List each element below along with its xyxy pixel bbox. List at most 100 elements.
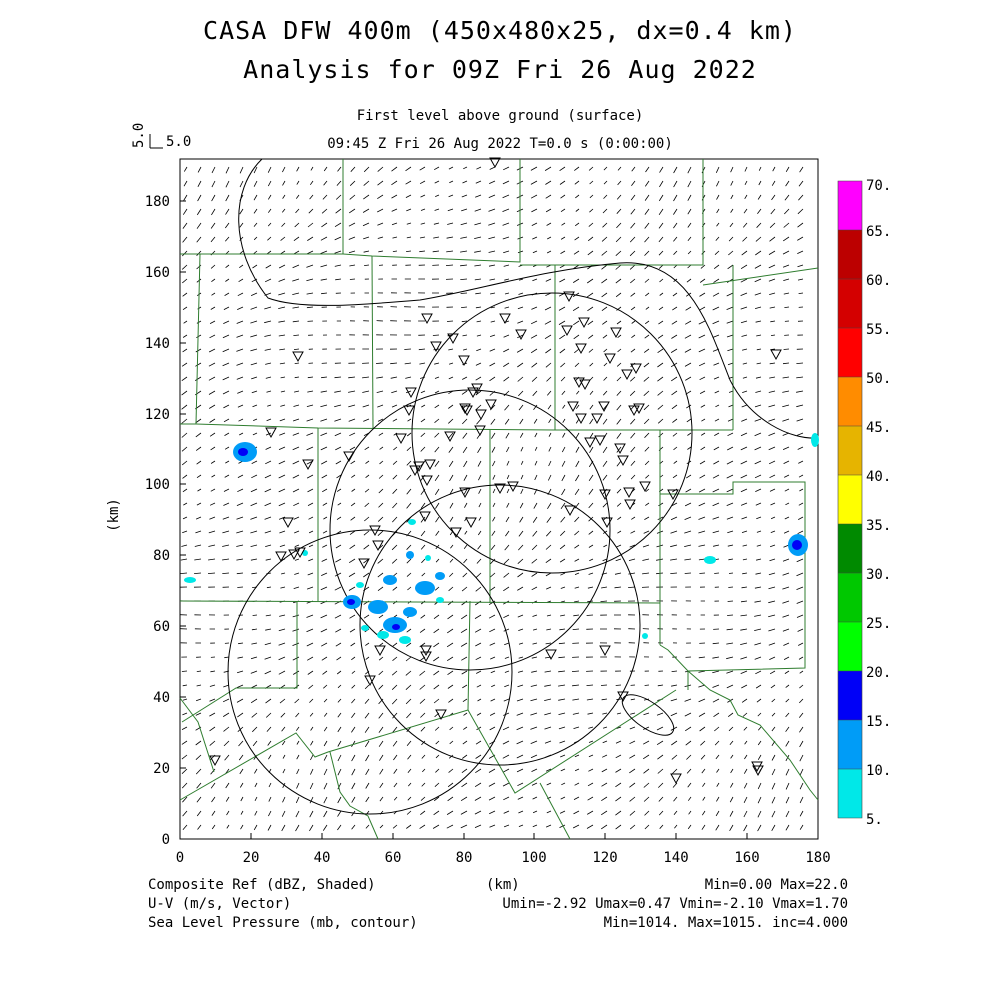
station-marker xyxy=(579,379,591,391)
colorbar-label: 35. xyxy=(866,518,891,534)
station-marker xyxy=(770,349,782,361)
y-tick-label: 180 xyxy=(145,194,170,210)
plot-frame xyxy=(179,158,819,840)
station-marker xyxy=(459,403,471,415)
station-marker xyxy=(599,489,611,501)
y-tick-label: 160 xyxy=(145,265,170,281)
station-marker xyxy=(599,645,611,657)
footer-field-reflectivity: Composite Ref (dBZ, Shaded) xyxy=(148,877,376,893)
colorbar-label: 15. xyxy=(866,714,891,730)
x-tick-label: 40 xyxy=(314,850,331,866)
station-marker xyxy=(450,527,462,539)
station-marker xyxy=(395,433,407,445)
colorbar-labels: 5. 10. 15. 20. 25. 30. 35. 40. 45. 50. 5… xyxy=(866,178,891,828)
footer-wind-range: Umin=-2.92 Umax=0.47 Vmin=-2.10 Vmax=1.7… xyxy=(502,896,848,912)
station-marker xyxy=(575,413,587,425)
colorbar-label: 30. xyxy=(866,567,891,583)
station-marker xyxy=(374,645,386,657)
y-tick-label: 40 xyxy=(153,690,170,706)
station-marker xyxy=(369,525,381,537)
station-marker xyxy=(288,549,300,561)
colorbar-swatch xyxy=(838,720,862,769)
colorbar-swatch xyxy=(838,671,862,720)
x-tick-label: 140 xyxy=(663,850,688,866)
y-tick-label: 100 xyxy=(145,477,170,493)
footer-field-wind: U-V (m/s, Vector) xyxy=(148,896,292,912)
station-marker xyxy=(584,437,596,449)
colorbar-swatch xyxy=(838,377,862,426)
station-marker xyxy=(465,517,477,529)
station-marker xyxy=(475,409,487,421)
x-tick-label: 60 xyxy=(385,850,402,866)
colorbar-label: 65. xyxy=(866,224,891,240)
station-marker xyxy=(494,483,506,495)
station-marker xyxy=(578,317,590,329)
colorbar-swatch xyxy=(838,279,862,328)
station-marker xyxy=(604,353,616,365)
station-marker xyxy=(563,291,575,303)
y-tick-labels: 0 20 40 60 80 100 120 140 160 180 xyxy=(145,194,170,848)
x-tick-label: 120 xyxy=(592,850,617,866)
station-marker xyxy=(458,355,470,367)
colorbar-label: 10. xyxy=(866,763,891,779)
station-marker xyxy=(617,691,629,703)
station-marker xyxy=(485,399,497,411)
station-marker xyxy=(364,675,376,687)
colorbar xyxy=(837,180,863,819)
station-marker xyxy=(591,413,603,425)
colorbar-swatch xyxy=(838,328,862,377)
colorbar-label: 5. xyxy=(866,812,883,828)
station-marker xyxy=(444,431,456,443)
y-tick-label: 140 xyxy=(145,336,170,352)
station-marker xyxy=(610,327,622,339)
subtitle-time: 09:45 Z Fri 26 Aug 2022 T=0.0 s (0:00:00… xyxy=(327,136,673,152)
x-axis-label: (km) xyxy=(486,877,520,893)
y-tick-label: 20 xyxy=(153,761,170,777)
colorbar-swatch xyxy=(838,475,862,524)
colorbar-outline xyxy=(837,180,863,819)
station-marker xyxy=(601,517,613,529)
station-marker xyxy=(461,405,473,417)
colorbar-label: 20. xyxy=(866,665,891,681)
station-marker xyxy=(575,343,587,355)
station-marker xyxy=(421,313,433,325)
station-marker xyxy=(403,405,415,417)
x-tick-labels: 0 20 40 60 80 100 120 140 160 180 xyxy=(176,850,831,866)
station-marker xyxy=(489,157,501,169)
station-marker xyxy=(435,709,447,721)
vector-scale-rotated: 5.0 xyxy=(131,123,147,148)
x-tick-label: 20 xyxy=(243,850,260,866)
footer-reflectivity-range: Min=0.00 Max=22.0 xyxy=(704,877,848,893)
colorbar-swatch xyxy=(838,622,862,671)
station-marker xyxy=(424,459,436,471)
colorbar-swatch xyxy=(838,181,862,230)
colorbar-label: 70. xyxy=(866,178,891,194)
range-rings xyxy=(227,292,693,815)
station-marker xyxy=(667,489,679,501)
colorbar-swatch xyxy=(838,573,862,622)
station-marker xyxy=(628,405,640,417)
station-marker xyxy=(614,443,626,455)
station-marker xyxy=(275,551,287,563)
colorbar-swatch xyxy=(838,769,862,818)
footer-pressure-range: Min=1014. Max=1015. inc=4.000 xyxy=(603,915,848,931)
title-line-1: CASA DFW 400m (450x480x25, dx=0.4 km) xyxy=(203,16,797,45)
subtitle-level: First level above ground (surface) xyxy=(356,108,644,124)
reflectivity-echoes xyxy=(184,433,819,644)
station-marker xyxy=(265,427,277,439)
station-marker xyxy=(292,351,304,363)
title-line-2: Analysis for 09Z Fri 26 Aug 2022 xyxy=(243,55,757,84)
station-marker xyxy=(421,475,433,487)
y-tick-label: 0 xyxy=(162,832,170,848)
station-marker xyxy=(564,505,576,517)
colorbar-label: 45. xyxy=(866,420,891,436)
station-marker xyxy=(499,313,511,325)
vector-scale-arrow xyxy=(149,134,163,149)
station-marker xyxy=(447,333,459,345)
colorbar-swatch xyxy=(838,524,862,573)
x-tick-label: 100 xyxy=(521,850,546,866)
colorbar-label: 60. xyxy=(866,273,891,289)
x-tick-label: 180 xyxy=(805,850,830,866)
x-tick-label: 160 xyxy=(734,850,759,866)
